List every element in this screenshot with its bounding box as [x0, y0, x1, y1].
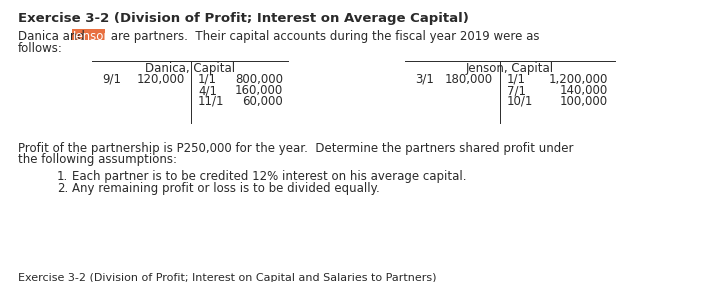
Text: Jenson: Jenson: [73, 30, 112, 43]
Text: Exercise 3-2 (Division of Profit; Interest on Capital and Salaries to Partners): Exercise 3-2 (Division of Profit; Intere…: [18, 273, 437, 282]
Text: 1.: 1.: [57, 170, 68, 183]
Text: Any remaining profit or loss is to be divided equally.: Any remaining profit or loss is to be di…: [72, 182, 380, 195]
Text: Profit of the partnership is P250,000 for the year.  Determine the partners shar: Profit of the partnership is P250,000 fo…: [18, 142, 574, 155]
Text: 180,000: 180,000: [445, 73, 493, 86]
Text: Jenson, Capital: Jenson, Capital: [466, 62, 554, 75]
Text: 100,000: 100,000: [560, 95, 608, 108]
Text: Danica, Capital: Danica, Capital: [145, 62, 235, 75]
Text: 1/1: 1/1: [507, 73, 526, 86]
Text: 3/1: 3/1: [415, 73, 434, 86]
Text: Exercise 3-2 (Division of Profit; Interest on Average Capital): Exercise 3-2 (Division of Profit; Intere…: [18, 12, 469, 25]
Text: are partners.  Their capital accounts during the fiscal year 2019 were as: are partners. Their capital accounts dur…: [107, 30, 539, 43]
Text: Danica and: Danica and: [18, 30, 88, 43]
Text: 7/1: 7/1: [507, 84, 526, 97]
Text: 120,000: 120,000: [136, 73, 185, 86]
Text: 11/1: 11/1: [198, 95, 225, 108]
Text: 4/1: 4/1: [198, 84, 217, 97]
Text: 800,000: 800,000: [235, 73, 283, 86]
FancyBboxPatch shape: [72, 29, 105, 40]
Text: the following assumptions:: the following assumptions:: [18, 153, 177, 166]
Text: 140,000: 140,000: [560, 84, 608, 97]
Text: 1/1: 1/1: [198, 73, 217, 86]
Text: 2.: 2.: [57, 182, 68, 195]
Text: 160,000: 160,000: [235, 84, 283, 97]
Text: 60,000: 60,000: [242, 95, 283, 108]
Text: follows:: follows:: [18, 42, 63, 55]
Text: 1,200,000: 1,200,000: [549, 73, 608, 86]
Text: 9/1: 9/1: [102, 73, 121, 86]
Text: Each partner is to be credited 12% interest on his average capital.: Each partner is to be credited 12% inter…: [72, 170, 467, 183]
Text: 10/1: 10/1: [507, 95, 533, 108]
